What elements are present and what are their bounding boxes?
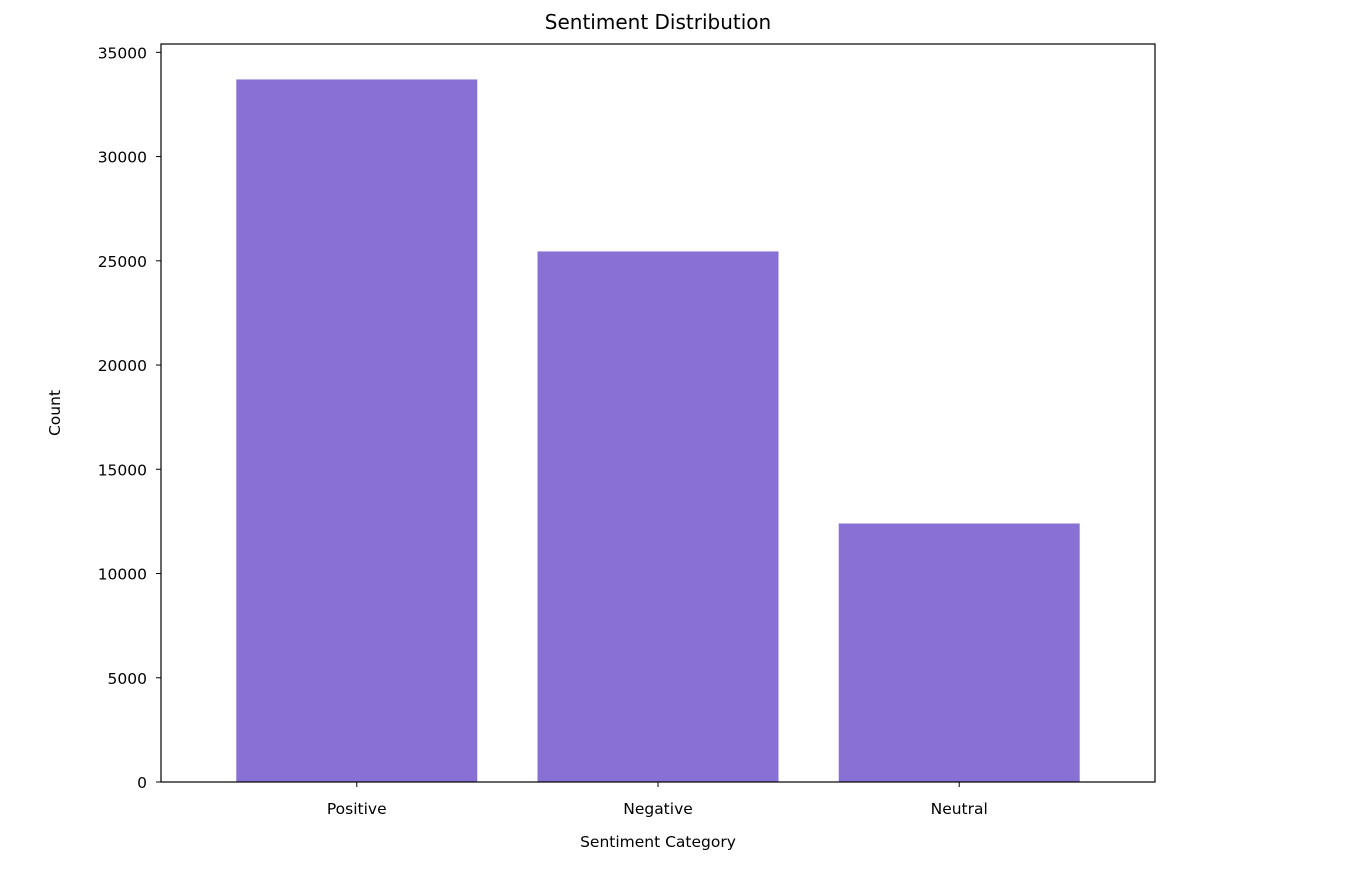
x-tick-label: Neutral — [931, 800, 988, 818]
plot-area — [236, 79, 1080, 783]
bar-neutral — [838, 523, 1080, 782]
x-tick-label: Positive — [327, 800, 387, 818]
x-tick-label: Negative — [623, 800, 693, 818]
chart-title: Sentiment Distribution — [545, 10, 771, 34]
x-axis-label: Sentiment Category — [580, 833, 736, 851]
y-tick-label: 25000 — [98, 253, 147, 271]
y-tick-label: 20000 — [98, 357, 147, 375]
y-tick-label: 30000 — [98, 149, 147, 167]
y-axis-label: Count — [46, 390, 64, 436]
bar-positive — [236, 79, 478, 783]
y-tick-label: 0 — [137, 774, 147, 792]
y-tick-label: 35000 — [98, 44, 147, 62]
y-tick-label: 10000 — [98, 566, 147, 584]
bar-negative — [537, 251, 779, 783]
y-tick-label: 15000 — [98, 461, 147, 479]
y-tick-label: 5000 — [108, 670, 147, 688]
